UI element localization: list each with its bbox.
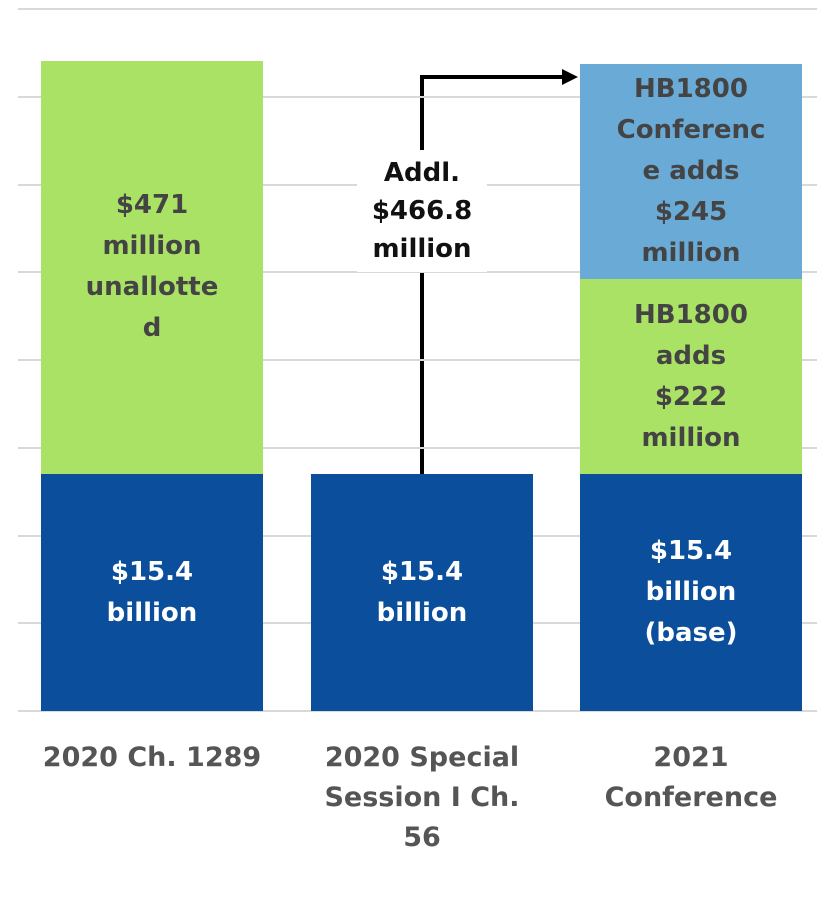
x-tick-label: 2021 Conference — [604, 742, 778, 813]
data-label: HB1800 adds $222 million — [634, 299, 748, 453]
bar-segment: $15.4 billion — [311, 474, 533, 711]
data-label: $15.4 billion — [376, 556, 468, 628]
data-label: $15.4 billion — [106, 556, 198, 628]
annotation: Addl. $466.8 million — [357, 150, 487, 272]
grid-line — [18, 710, 817, 712]
bar-segment: $15.4 billion (base) — [580, 474, 802, 711]
bar-segment: $471 million unallotted — [41, 60, 263, 475]
data-label: HB1800 Conference adds $245 million — [616, 74, 766, 269]
grid-line — [18, 8, 817, 10]
x-tick-label: 2020 Special Session I Ch. 56 — [324, 742, 520, 853]
data-label: $15.4 billion (base) — [644, 536, 738, 649]
arrow-head — [562, 69, 578, 85]
grid-line — [18, 359, 817, 361]
grid-line — [18, 446, 817, 449]
bar-segment: $15.4 billion — [41, 474, 263, 711]
x-tick-label: 2020 Ch. 1289 — [42, 742, 262, 773]
grid-line — [18, 95, 817, 98]
data-label: $471 million unallotted — [85, 190, 219, 344]
grid-line — [18, 271, 817, 274]
bar-segment: HB1800 adds $222 million — [580, 279, 802, 475]
arrow-line — [420, 75, 564, 475]
bar-segment: HB1800 Conference adds $245 million — [580, 64, 802, 280]
